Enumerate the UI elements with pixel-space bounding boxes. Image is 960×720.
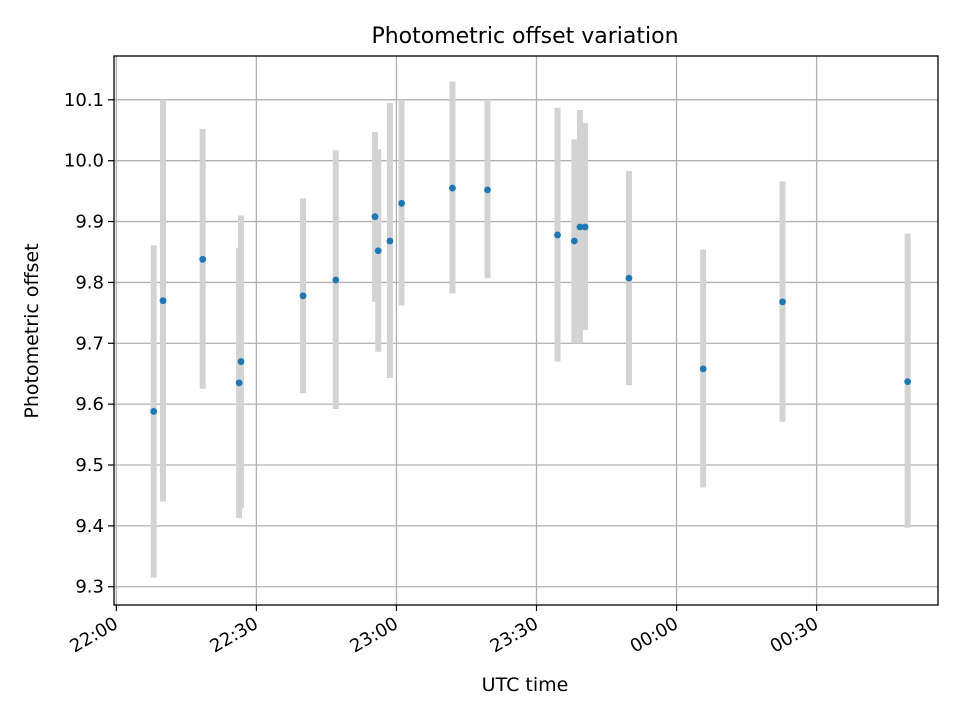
data-point (484, 186, 491, 194)
data-point (371, 213, 379, 221)
y-tick-label: 9.8 (75, 272, 104, 293)
y-tick-label: 10.1 (64, 90, 104, 111)
data-point (237, 358, 245, 365)
data-point (570, 237, 578, 245)
y-tick-label: 9.3 (75, 577, 104, 598)
data-point (332, 276, 340, 284)
data-point (235, 379, 243, 387)
data-point (299, 292, 307, 300)
y-tick-label: 9.5 (75, 455, 104, 476)
data-point (159, 297, 167, 305)
grid-lines (114, 56, 938, 605)
y-tick-label: 9.7 (75, 333, 104, 354)
data-point (581, 223, 589, 231)
data-point (904, 378, 912, 386)
data-points (150, 184, 912, 415)
data-point (449, 184, 456, 192)
data-point (625, 274, 633, 282)
data-point (150, 408, 158, 415)
data-point (779, 298, 786, 306)
y-tick-label: 9.4 (75, 516, 104, 537)
y-axis-ticks: 9.3 9.4 9.5 9.6 9.7 9.8 9.9 10.0 10.1 (64, 90, 114, 598)
data-point (386, 237, 394, 245)
chart-title: Photometric offset variation (371, 24, 678, 49)
y-tick-label: 9.6 (75, 394, 104, 415)
data-point (576, 223, 584, 231)
y-tick-label: 10.0 (64, 151, 104, 172)
y-axis-label: Photometric offset (21, 243, 43, 418)
y-tick-label: 9.9 (75, 212, 104, 233)
plot-frame (113, 55, 939, 606)
data-point (554, 231, 561, 239)
data-point (199, 255, 207, 263)
x-axis-label: UTC time (482, 674, 569, 696)
data-point (699, 365, 707, 373)
data-point (398, 199, 405, 207)
data-point (374, 247, 382, 255)
